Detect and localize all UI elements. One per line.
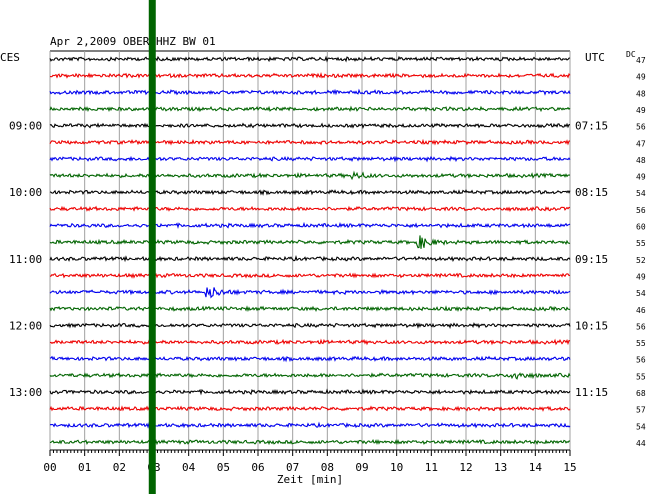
dc-value-label: 60 bbox=[636, 223, 646, 232]
grid-layer bbox=[49, 50, 571, 450]
chart-title: Apr 2,2009 OBER HHZ BW 01 bbox=[50, 35, 216, 48]
dc-value-label: 44 bbox=[636, 439, 646, 448]
seismic-trace bbox=[49, 205, 571, 212]
dc-value-label: 57 bbox=[636, 406, 646, 415]
seismic-trace bbox=[49, 55, 571, 63]
dc-value-label: 47 bbox=[636, 139, 646, 148]
local-time-label: 11:00 bbox=[9, 253, 42, 266]
dc-value-label: 54 bbox=[636, 422, 646, 431]
seismic-trace bbox=[49, 235, 571, 249]
x-tick-label: 11 bbox=[425, 461, 438, 474]
seismic-trace bbox=[49, 355, 571, 363]
dc-value-label: 48 bbox=[636, 89, 646, 98]
dc-value-label: 68 bbox=[636, 389, 646, 398]
dc-value-label: 49 bbox=[636, 173, 646, 182]
dc-value-label: 56 bbox=[636, 206, 646, 215]
utc-time-label: 11:15 bbox=[575, 386, 608, 399]
x-tick-label: 07 bbox=[286, 461, 299, 474]
dc-value-label: 54 bbox=[636, 189, 646, 198]
dc-column-label: DC bbox=[626, 50, 636, 59]
seismic-trace bbox=[49, 287, 571, 299]
right-axis-label: UTC bbox=[585, 51, 605, 64]
seismic-trace bbox=[49, 88, 571, 96]
left-axis-label: CES bbox=[0, 51, 20, 64]
x-tick-label: 15 bbox=[563, 461, 576, 474]
x-tick-label: 02 bbox=[113, 461, 126, 474]
dc-value-label: 56 bbox=[636, 356, 646, 365]
x-tick-label: 00 bbox=[43, 461, 56, 474]
seismic-trace bbox=[49, 438, 570, 446]
x-tick-label: 05 bbox=[217, 461, 230, 474]
dc-value-label: 55 bbox=[636, 372, 646, 381]
dc-value-label: 56 bbox=[636, 123, 646, 132]
dc-value-label: 55 bbox=[636, 239, 646, 248]
seismic-trace bbox=[49, 189, 571, 196]
utc-time-label: 09:15 bbox=[575, 253, 608, 266]
time-marker-bar bbox=[148, 0, 156, 494]
seismic-trace bbox=[49, 272, 571, 279]
dc-value-label: 49 bbox=[636, 272, 646, 281]
local-time-label: 09:00 bbox=[9, 120, 42, 133]
dc-value-label: 55 bbox=[636, 339, 646, 348]
dc-value-label: 47 bbox=[636, 56, 646, 65]
x-tick-label: 10 bbox=[390, 461, 403, 474]
utc-time-label: 10:15 bbox=[575, 319, 608, 332]
seismic-trace bbox=[49, 221, 571, 229]
x-tick-label: 01 bbox=[78, 461, 91, 474]
seismic-trace bbox=[49, 421, 571, 429]
labels-layer: 47 49 48 49 56 47 48 49 54 56 60 55 52 49 54 46 56 55 56 55… bbox=[9, 56, 646, 448]
x-tick-label: 12 bbox=[459, 461, 472, 474]
seismic-trace bbox=[49, 338, 571, 346]
seismic-trace bbox=[49, 372, 571, 380]
seismic-trace bbox=[49, 72, 571, 79]
dc-value-label: 49 bbox=[636, 106, 646, 115]
axis-layer: 00010203040506070809101112131415 bbox=[43, 0, 577, 494]
local-time-label: 12:00 bbox=[9, 319, 42, 332]
seismic-trace bbox=[49, 405, 571, 412]
dc-value-label: 49 bbox=[636, 73, 646, 82]
dc-value-label: 54 bbox=[636, 289, 646, 298]
seismic-trace bbox=[49, 122, 570, 129]
utc-time-label: 07:15 bbox=[575, 120, 608, 133]
x-axis-title: Zeit [min] bbox=[277, 473, 343, 486]
x-tick-label: 09 bbox=[355, 461, 368, 474]
local-time-label: 10:00 bbox=[9, 186, 42, 199]
dc-value-label: 46 bbox=[636, 306, 646, 315]
dc-value-label: 56 bbox=[636, 322, 646, 331]
seismic-trace bbox=[49, 138, 571, 146]
seismic-trace bbox=[49, 388, 571, 396]
seismic-trace bbox=[49, 155, 571, 163]
utc-time-label: 08:15 bbox=[575, 186, 608, 199]
seismic-trace bbox=[49, 105, 571, 113]
x-tick-label: 08 bbox=[321, 461, 334, 474]
dc-value-label: 48 bbox=[636, 156, 646, 165]
x-tick-label: 14 bbox=[529, 461, 543, 474]
seismic-trace bbox=[49, 170, 570, 181]
x-tick-label: 06 bbox=[251, 461, 264, 474]
dc-value-label: 52 bbox=[636, 256, 646, 265]
x-tick-label: 13 bbox=[494, 461, 507, 474]
traces-layer bbox=[49, 55, 571, 446]
seismic-trace bbox=[49, 322, 571, 329]
seismic-trace bbox=[49, 255, 571, 263]
local-time-label: 13:00 bbox=[9, 386, 42, 399]
seismic-trace bbox=[49, 305, 571, 313]
x-tick-label: 04 bbox=[182, 461, 196, 474]
